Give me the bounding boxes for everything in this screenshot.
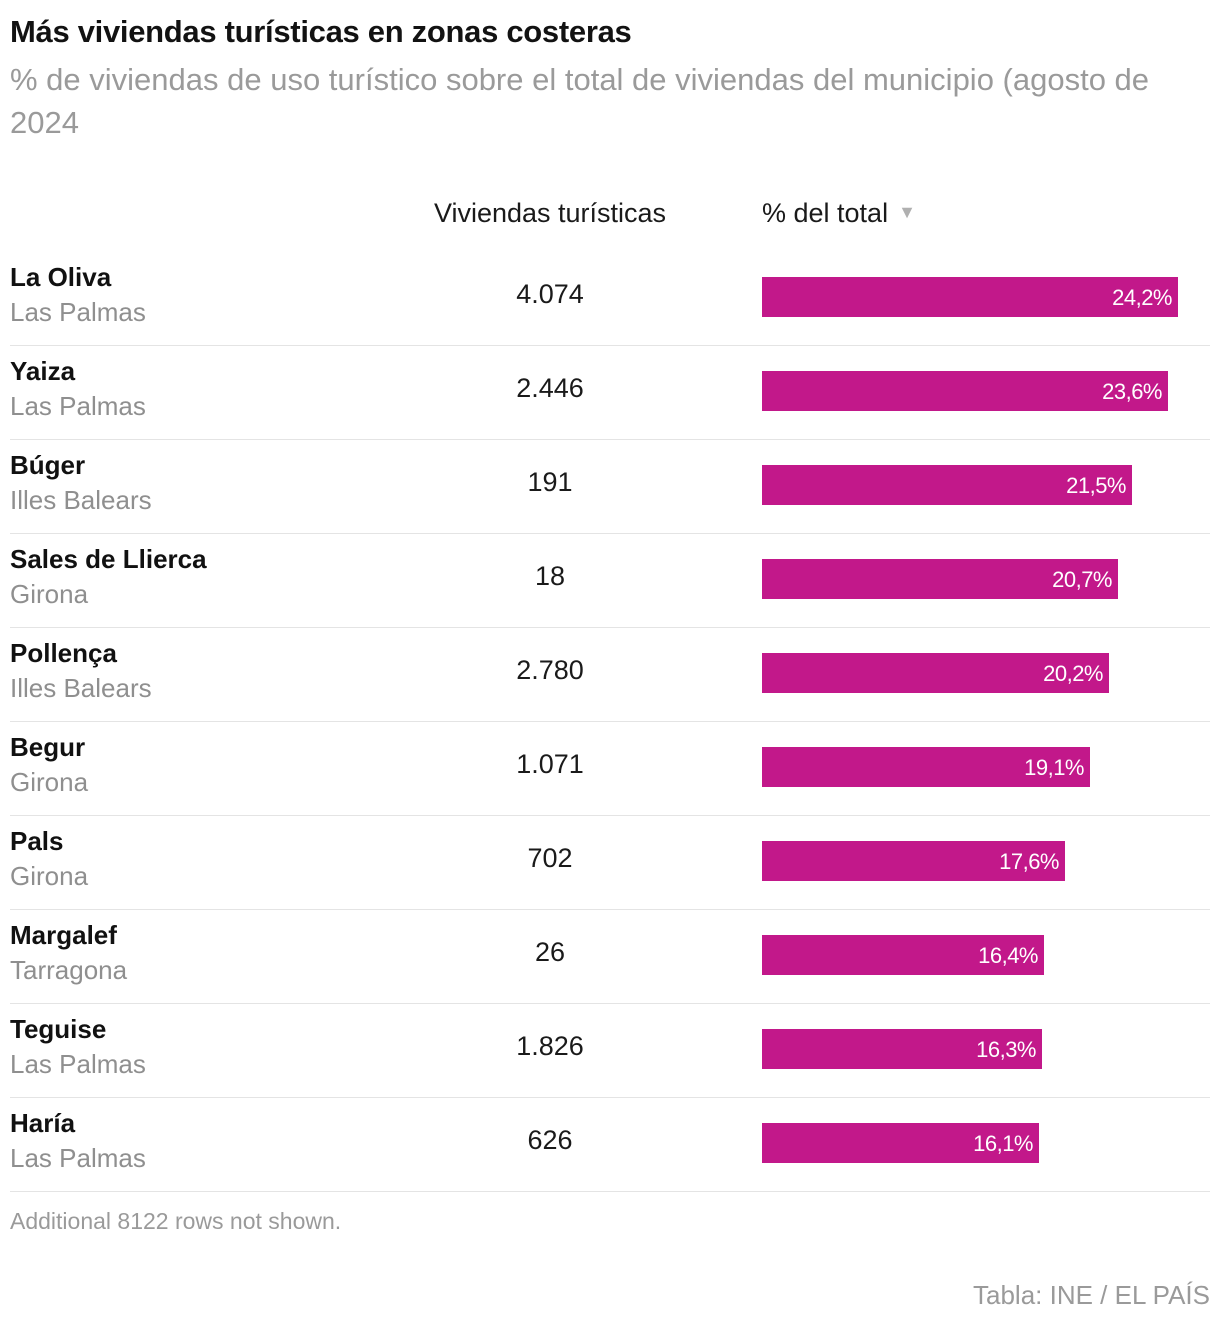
- table-row: Yaiza Las Palmas 2.446 23,6%: [10, 346, 1210, 440]
- pct-bar: 21,5%: [762, 465, 1132, 505]
- source-credit: Tabla: INE / EL PAÍS: [973, 1280, 1210, 1310]
- municipality-name: Margalef: [10, 920, 117, 950]
- municipality-name: Teguise: [10, 1014, 107, 1044]
- column-header-pct-label: % del total: [762, 198, 889, 228]
- pct-bar-label: 20,2%: [1043, 661, 1103, 686]
- province-name: Girona: [10, 861, 89, 891]
- province-name: Las Palmas: [10, 297, 146, 327]
- municipality-name: Búger: [10, 450, 86, 480]
- pct-bar: 19,1%: [762, 747, 1090, 787]
- table-row: Pals Girona 702 17,6%: [10, 816, 1210, 910]
- sort-descending-icon[interactable]: ▼: [898, 202, 916, 222]
- column-header-pct[interactable]: % del total ▼: [762, 198, 916, 229]
- table-row: Búger Illes Balears 191 21,5%: [10, 440, 1210, 534]
- tourist-housing-count: 2.446: [516, 373, 584, 403]
- pct-bar: 16,4%: [762, 935, 1044, 975]
- table-row: Pollença Illes Balears 2.780 20,2%: [10, 628, 1210, 722]
- chart-subtitle: % de viviendas de uso turístico sobre el…: [10, 62, 1150, 140]
- pct-bar: 16,1%: [762, 1123, 1039, 1163]
- province-name: Las Palmas: [10, 1049, 146, 1079]
- pct-bar-label: 16,3%: [976, 1037, 1036, 1062]
- municipality-name: Pals: [10, 826, 64, 856]
- pct-bar: 24,2%: [762, 277, 1178, 317]
- tourist-housing-count: 2.780: [516, 655, 584, 685]
- table-row: La Oliva Las Palmas 4.074 24,2%: [10, 252, 1210, 346]
- pct-bar: 17,6%: [762, 841, 1065, 881]
- pct-bar-label: 16,4%: [978, 943, 1038, 968]
- province-name: Tarragona: [10, 955, 128, 985]
- tourist-housing-count: 26: [534, 937, 566, 967]
- pct-bar-label: 23,6%: [1102, 379, 1162, 404]
- table-row: Teguise Las Palmas 1.826 16,3%: [10, 1004, 1210, 1098]
- municipality-name: Pollença: [10, 638, 117, 668]
- pct-bar-label: 19,1%: [1024, 755, 1084, 780]
- table-row: Margalef Tarragona 26 16,4%: [10, 910, 1210, 1004]
- pct-bar: 23,6%: [762, 371, 1168, 411]
- province-name: Illes Balears: [10, 485, 152, 515]
- province-name: Illes Balears: [10, 673, 152, 703]
- pct-bar-label: 16,1%: [973, 1131, 1033, 1156]
- pct-bar: 16,3%: [762, 1029, 1042, 1069]
- pct-bar-label: 17,6%: [999, 849, 1059, 874]
- province-name: Girona: [10, 579, 89, 609]
- municipality-name: Haría: [10, 1108, 76, 1138]
- pct-bar-label: 20,7%: [1052, 567, 1112, 592]
- pct-bar: 20,2%: [762, 653, 1109, 693]
- column-header-viviendas[interactable]: Viviendas turísticas: [433, 198, 667, 228]
- tourist-housing-count: 1.826: [516, 1031, 584, 1061]
- municipality-name: La Oliva: [10, 262, 112, 292]
- table-row: Haría Las Palmas 626 16,1%: [10, 1098, 1210, 1192]
- tourist-housing-count: 626: [527, 1125, 573, 1155]
- rows-not-shown-note: Additional 8122 rows not shown.: [10, 1208, 342, 1234]
- province-name: Las Palmas: [10, 1143, 146, 1173]
- municipality-name: Begur: [10, 732, 86, 762]
- tourist-housing-count: 18: [534, 561, 566, 591]
- pct-bar: 20,7%: [762, 559, 1118, 599]
- municipality-name: Yaiza: [10, 356, 76, 386]
- pct-bar-label: 21,5%: [1066, 473, 1126, 498]
- table-row: Begur Girona 1.071 19,1%: [10, 722, 1210, 816]
- municipality-name: Sales de Llierca: [10, 544, 207, 574]
- chart-title: Más viviendas turísticas en zonas coster…: [10, 14, 632, 49]
- table-row: Sales de Llierca Girona 18 20,7%: [10, 534, 1210, 628]
- province-name: Las Palmas: [10, 391, 146, 421]
- tourist-housing-count: 1.071: [516, 749, 584, 779]
- tourist-housing-count: 4.074: [516, 279, 584, 309]
- table-body: La Oliva Las Palmas 4.074 24,2% Yaiza Las Pal…: [10, 252, 1210, 1192]
- tourist-housing-count: 702: [527, 843, 573, 873]
- tourist-housing-count: 191: [527, 467, 573, 497]
- province-name: Girona: [10, 767, 89, 797]
- pct-bar-label: 24,2%: [1112, 285, 1172, 310]
